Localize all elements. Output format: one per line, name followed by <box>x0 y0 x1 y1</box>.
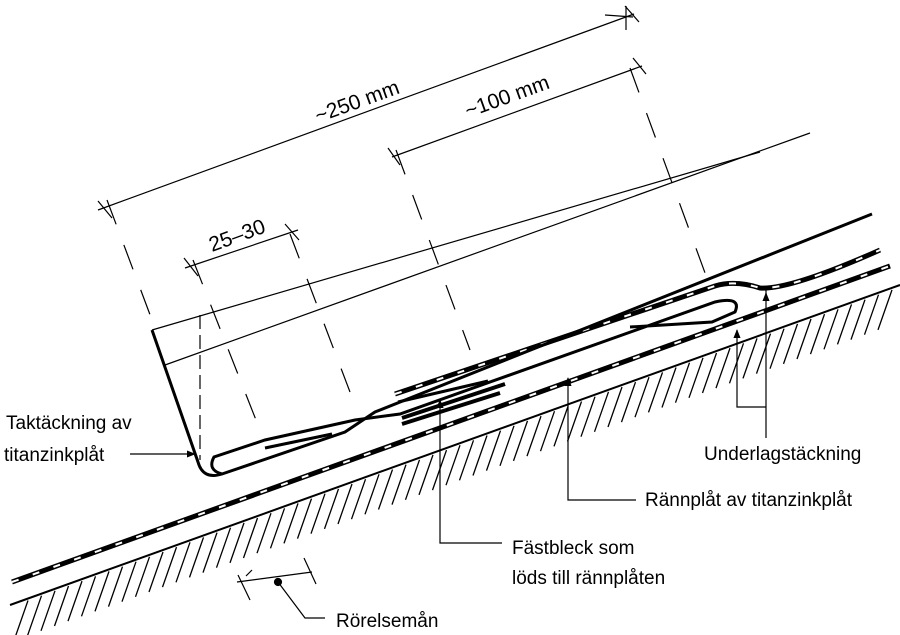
roofing-fold <box>210 298 738 476</box>
hatch-stroke <box>323 488 340 530</box>
underlay-layer <box>394 247 882 397</box>
label-gutter-plate: Rännplåt av titanzinkplåt <box>645 490 853 511</box>
roof-deck-line <box>9 284 900 606</box>
hatch-stroke <box>404 459 421 501</box>
hatch-stroke <box>148 551 164 593</box>
hatch-stroke <box>566 401 583 442</box>
label-roofing-line1: Taktäckning av <box>6 413 132 434</box>
hatch-stroke <box>688 357 704 399</box>
hatch-stroke <box>310 493 326 534</box>
hatch-stroke <box>94 571 110 612</box>
label-movement: Rörelsemån <box>336 611 438 632</box>
hatch-stroke <box>134 556 151 598</box>
label-clip-line2: löds till rännplåten <box>512 568 665 589</box>
dimension-overall: ~250 mm <box>312 76 403 128</box>
label-underlay: Underlagstäckning <box>704 444 861 465</box>
hatch-stroke <box>647 372 664 413</box>
roof-substrate-hatching <box>15 289 893 635</box>
hatch-stroke <box>296 498 313 539</box>
hatch-stroke <box>269 508 286 549</box>
hatch-stroke <box>701 352 718 394</box>
hatch-stroke <box>674 362 691 403</box>
hatch-stroke <box>877 289 893 331</box>
label-clip-line1: Fästbleck som <box>512 538 634 559</box>
hatch-stroke <box>175 542 191 583</box>
hatch-stroke <box>256 512 272 554</box>
hatch-stroke <box>769 328 785 369</box>
hatch-stroke <box>40 590 56 632</box>
hatch-stroke <box>512 420 529 462</box>
hatch-stroke <box>188 537 205 578</box>
hatch-stroke <box>499 425 515 467</box>
hatch-stroke <box>715 347 731 389</box>
hatch-stroke <box>580 396 596 437</box>
hatch-stroke <box>458 440 475 481</box>
hatch-stroke <box>283 503 299 544</box>
movement-allowance <box>236 557 325 619</box>
hatch-stroke <box>350 478 367 520</box>
hatch-stroke <box>445 444 461 486</box>
hatch-stroke <box>809 313 826 355</box>
hatch-stroke <box>53 585 70 627</box>
hatch-stroke <box>418 454 434 496</box>
fold-inner-lines <box>264 379 489 450</box>
label-roofing-line2: titanzinkplåt <box>4 445 105 466</box>
hatch-stroke <box>202 532 218 573</box>
hatch-stroke <box>121 561 137 602</box>
hatch-stroke <box>67 580 83 622</box>
hatch-stroke <box>782 323 799 365</box>
sheet-reference-lines <box>151 132 811 460</box>
hatch-stroke <box>377 469 394 510</box>
hatch-stroke <box>796 318 812 360</box>
hatch-stroke <box>229 522 245 564</box>
hatch-stroke <box>242 517 259 559</box>
hatch-stroke <box>755 333 772 374</box>
dimension-lines <box>97 5 647 277</box>
hatch-stroke <box>634 376 650 418</box>
extension-lines <box>106 67 713 421</box>
hatch-stroke <box>485 430 502 471</box>
gutter-plate <box>11 263 891 585</box>
hatch-stroke <box>80 576 97 617</box>
hatch-stroke <box>863 294 880 335</box>
hatch-stroke <box>364 474 380 515</box>
hatch-stroke <box>391 464 407 505</box>
leader-lines <box>130 290 770 544</box>
hatch-stroke <box>620 381 637 423</box>
hatch-stroke <box>661 367 677 408</box>
hatch-stroke <box>539 410 556 452</box>
roofing-sheet <box>150 212 873 477</box>
hatch-stroke <box>742 338 758 379</box>
hatch-stroke <box>607 386 623 428</box>
hatch-stroke <box>850 299 866 340</box>
fastening-clip <box>401 382 506 426</box>
hatch-stroke <box>593 391 610 433</box>
hatch-stroke <box>161 546 178 588</box>
hatch-stroke <box>836 304 853 345</box>
hatch-stroke <box>472 435 488 476</box>
hatch-stroke <box>15 600 29 635</box>
hatch-stroke <box>823 309 839 350</box>
hatch-stroke <box>107 566 124 607</box>
hatch-stroke <box>526 415 542 457</box>
hatch-stroke <box>337 483 353 525</box>
hatch-stroke <box>215 527 232 568</box>
hatch-stroke <box>553 406 569 447</box>
hatch-stroke <box>27 595 43 635</box>
